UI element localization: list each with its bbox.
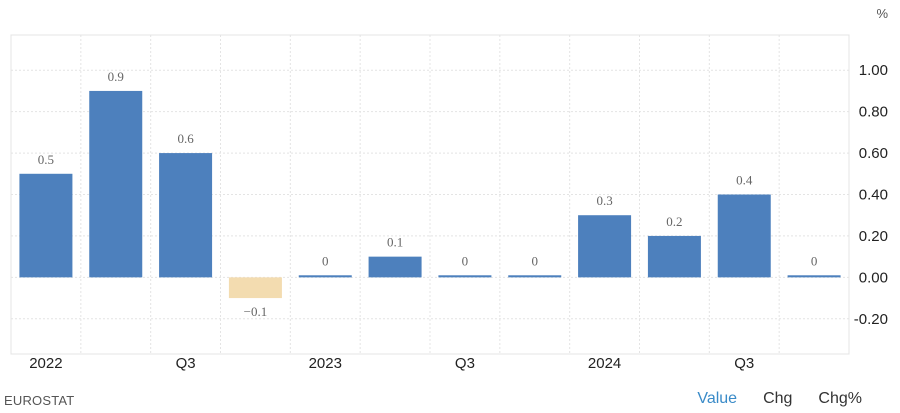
bar-2024-q1[interactable] <box>578 215 632 278</box>
data-label: 0.6 <box>177 131 194 146</box>
bar-2023-q4[interactable] <box>508 275 562 278</box>
bar-2022-q1[interactable] <box>19 173 73 278</box>
bar-2024-q3[interactable] <box>717 194 771 278</box>
data-label: 0 <box>532 253 539 268</box>
x-axis-ticks: 2022 Q3 2023 Q3 2024 Q3 <box>29 355 754 372</box>
data-label: 0 <box>811 253 818 268</box>
bars <box>19 90 841 299</box>
data-label: 0.4 <box>736 173 753 188</box>
chart: 0.50.90.6−0.100.10 00.30.20.40 2022 Q3 2023… <box>10 6 888 372</box>
data-labels: 0.5 0.9 0.6 −0.1 0 0.1 0 0 0.3 0.2 0.4 0 <box>38 69 818 319</box>
bar-2022-q4[interactable] <box>228 277 282 299</box>
bar-2022-q3[interactable] <box>159 153 213 278</box>
tab-chg-percent[interactable]: Chg% <box>818 390 862 407</box>
plot-frame <box>10 34 850 355</box>
data-label: 0.5 <box>38 152 54 167</box>
bar-2023-q2[interactable] <box>368 256 422 278</box>
data-label: 0 <box>322 253 329 268</box>
data-label: 0.1 <box>387 235 403 250</box>
x-tick-label: 2022 <box>29 355 62 372</box>
y-tick-label: 0.00 <box>859 269 888 286</box>
y-tick-label: 0.80 <box>859 104 888 121</box>
bar-2024-q4[interactable] <box>787 275 841 278</box>
data-label: 0.9 <box>108 69 124 84</box>
data-label: 0 <box>462 253 469 268</box>
y-tick-label: 0.40 <box>859 187 888 204</box>
data-label: 0.3 <box>596 193 612 208</box>
bar-2024-q2[interactable] <box>647 235 701 278</box>
x-tick-label: Q3 <box>176 355 196 372</box>
y-axis-ticks: 1.00 0.80 0.60 0.40 0.20 0.00 -0.20 <box>854 62 888 328</box>
view-tabs: Value Chg Chg% <box>697 390 862 408</box>
y-tick-label: 0.20 <box>859 228 888 245</box>
tab-chg[interactable]: Chg <box>763 390 793 407</box>
x-tick-label: Q3 <box>455 355 475 372</box>
x-tick-label: 2023 <box>309 355 342 372</box>
unit-label: % <box>876 6 888 21</box>
bar-2023-q3[interactable] <box>438 275 492 278</box>
x-tick-label: 2024 <box>588 355 621 372</box>
data-label: −0.1 <box>244 304 268 319</box>
data-label: 0.2 <box>666 214 682 229</box>
y-tick-label: 1.00 <box>859 62 888 79</box>
tab-value[interactable]: Value <box>697 390 738 407</box>
y-tick-label: 0.60 <box>859 145 888 162</box>
source-label: EUROSTAT <box>4 393 75 408</box>
chart-footer: EUROSTAT Value Chg Chg% <box>0 385 900 413</box>
grid-lines <box>11 35 849 354</box>
x-tick-label: Q3 <box>734 355 754 372</box>
bar-2022-q2[interactable] <box>89 90 143 278</box>
y-tick-label: -0.20 <box>854 311 888 328</box>
bar-2023-q1[interactable] <box>298 275 352 278</box>
